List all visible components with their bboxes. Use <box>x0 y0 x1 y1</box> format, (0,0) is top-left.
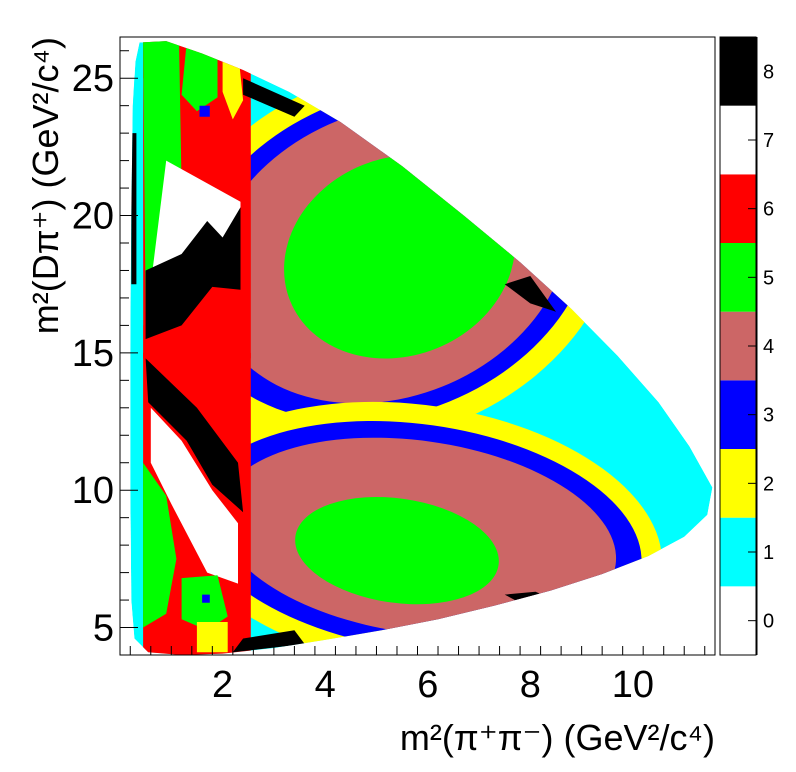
colorbar-tick-label: 2 <box>763 473 774 495</box>
lower-band-left-level-5 <box>143 462 177 628</box>
colorbar-tick-label: 5 <box>763 267 774 289</box>
x-axis-title: m²(π⁺π⁻) (GeV²/c⁴) <box>400 717 715 758</box>
top-spike <box>243 78 305 117</box>
upper-small-level-3 <box>199 105 210 117</box>
y-tick-label: 15 <box>72 333 114 375</box>
lower-small-level-2 <box>196 622 228 653</box>
x-tick-label: 6 <box>417 664 438 706</box>
colorbar-tick-label: 0 <box>763 611 774 633</box>
lower-small-level-3 <box>202 594 210 603</box>
lower-level-5-region <box>295 497 499 605</box>
colorbar: 0 1 2 3 4 5 6 7 8 <box>719 36 774 656</box>
colorbar-tick-label: 4 <box>763 336 774 358</box>
lower-band-level-8 <box>145 358 244 513</box>
x-axis: 2 4 6 8 10 <box>129 646 706 706</box>
y-axis: 5 10 15 20 25 <box>72 50 138 656</box>
left-edge-level-8 <box>131 133 137 285</box>
plot-frame <box>119 36 716 656</box>
x-tick-label: 2 <box>212 664 233 706</box>
colorbar-tick-label: 6 <box>763 199 774 221</box>
colorbar-tick-label: 7 <box>763 130 774 152</box>
bottom-spike <box>232 630 305 653</box>
y-axis-title: m²(Dπ⁺) (GeV²/c⁴) <box>25 37 66 334</box>
x-tick-label: 4 <box>315 664 336 706</box>
upper-band-level-8 <box>145 207 241 340</box>
lower-band-level-7 <box>150 407 238 584</box>
colorbar-tick-label: 3 <box>763 405 774 427</box>
colorbar-tick-label: 1 <box>763 542 774 564</box>
y-tick-label: 5 <box>93 608 114 650</box>
upper-right-spike <box>504 276 556 312</box>
y-tick-label: 20 <box>72 196 114 238</box>
x-tick-label: 10 <box>612 664 654 706</box>
y-tick-label: 25 <box>72 58 114 100</box>
upper-small-level-5 <box>181 42 218 112</box>
x-tick-label: 8 <box>520 664 541 706</box>
colorbar-tick-label: 8 <box>763 61 774 83</box>
y-tick-label: 10 <box>72 470 114 512</box>
